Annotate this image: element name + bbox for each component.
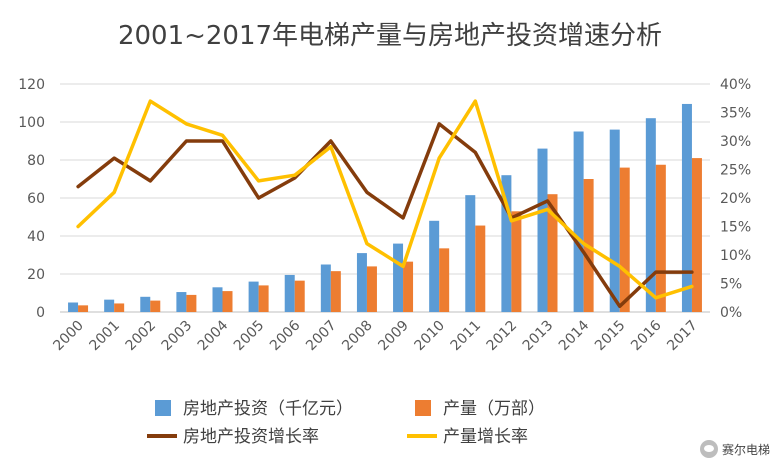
bar-production <box>222 291 233 312</box>
left-tick-label: 0 <box>36 305 45 321</box>
bar-investment <box>537 148 548 312</box>
bar-investment <box>284 274 295 312</box>
right-tick-label: 5% <box>720 277 742 293</box>
x-tick-label: 2005 <box>231 318 268 355</box>
right-tick-label: 10% <box>720 248 751 264</box>
legend-label: 产量（万部） <box>443 399 545 419</box>
bar-investment <box>429 220 440 312</box>
x-tick-label: 2003 <box>159 318 196 355</box>
bar-investment <box>176 292 187 312</box>
bar-investment <box>465 195 476 312</box>
bar-investment <box>104 299 115 312</box>
right-tick-label: 15% <box>720 220 751 236</box>
x-tick-label: 2016 <box>628 317 665 354</box>
bar-investment <box>248 281 259 312</box>
bar-production <box>511 211 522 312</box>
x-tick-label: 2014 <box>556 317 593 354</box>
x-tick-label: 2012 <box>484 318 521 355</box>
x-axis-ticks: 2000 2001 2002 2003 2004 2005 2006 2007 2008 2009… <box>50 317 700 354</box>
wechat-icon <box>699 440 718 458</box>
bar-production <box>547 194 558 312</box>
legend: 房地产投资（千亿元） 产量（万部） 房地产投资增长率 产量增长率 <box>147 399 545 447</box>
right-axis-ticks: 0% 5% 10% 15% 20% 25% 30% 35% 40% <box>720 77 751 321</box>
line-investment-growth <box>76 122 694 309</box>
x-tick-label: 2006 <box>267 317 304 354</box>
line-production-growth <box>76 99 694 300</box>
bar-investment <box>320 264 331 312</box>
x-tick-label: 2011 <box>448 318 485 355</box>
x-tick-label: 2004 <box>195 317 232 354</box>
bar-investment <box>645 118 656 312</box>
bar-production <box>114 303 125 312</box>
left-tick-label: 20 <box>27 267 45 283</box>
x-tick-label: 2001 <box>86 318 123 355</box>
x-tick-label: 2008 <box>339 318 376 355</box>
legend-label: 房地产投资（千亿元） <box>183 399 353 419</box>
bar-series-group <box>68 103 702 312</box>
bar-investment <box>356 253 367 312</box>
bar-production <box>619 167 630 312</box>
legend-label: 房地产投资增长率 <box>183 427 319 447</box>
left-tick-label: 100 <box>18 115 45 131</box>
x-tick-label: 2000 <box>50 318 87 355</box>
bar-investment <box>501 175 512 312</box>
bar-production <box>691 158 702 312</box>
right-tick-label: 35% <box>720 106 751 122</box>
x-tick-label: 2009 <box>375 318 412 355</box>
bar-production <box>403 261 414 312</box>
watermark-text: 赛尔电梯 <box>721 442 770 457</box>
right-tick-label: 0% <box>720 305 742 321</box>
left-tick-label: 40 <box>27 229 45 245</box>
bar-investment <box>140 296 151 312</box>
bar-investment <box>681 103 692 312</box>
bar-production <box>330 271 341 312</box>
right-tick-label: 40% <box>720 77 751 93</box>
watermark: 赛尔电梯 <box>699 440 770 458</box>
left-tick-label: 80 <box>27 153 45 169</box>
left-axis-ticks: 0 20 40 60 80 100 120 <box>18 77 45 321</box>
bar-investment <box>393 243 404 312</box>
bar-investment <box>573 131 584 312</box>
bar-production <box>150 300 161 312</box>
bar-investment <box>212 287 223 312</box>
x-tick-label: 2017 <box>664 318 701 355</box>
bar-production <box>186 294 197 312</box>
legend-label: 产量增长率 <box>443 427 528 447</box>
bar-production <box>294 280 305 312</box>
bar-production <box>258 285 269 312</box>
right-tick-label: 30% <box>720 134 751 150</box>
x-tick-label: 2013 <box>520 318 557 355</box>
right-tick-label: 25% <box>720 163 751 179</box>
bar-production <box>366 266 377 312</box>
bar-investment <box>609 129 620 312</box>
bar-production <box>475 225 486 312</box>
bar-production <box>439 248 450 312</box>
bar-production <box>655 164 666 312</box>
x-tick-label: 2015 <box>592 318 629 355</box>
x-tick-label: 2010 <box>411 318 448 355</box>
legend-swatch <box>415 400 431 416</box>
legend-swatch <box>155 400 171 416</box>
left-tick-label: 120 <box>18 77 45 93</box>
chart-title: 2001~2017年电梯产量与房地产投资增速分析 <box>118 21 662 51</box>
bar-investment <box>68 302 79 312</box>
x-tick-label: 2002 <box>123 318 160 355</box>
bar-production <box>78 305 89 312</box>
line-series-group <box>76 99 694 309</box>
left-tick-label: 60 <box>27 191 45 207</box>
right-tick-label: 20% <box>720 191 751 207</box>
x-tick-label: 2007 <box>303 318 340 355</box>
